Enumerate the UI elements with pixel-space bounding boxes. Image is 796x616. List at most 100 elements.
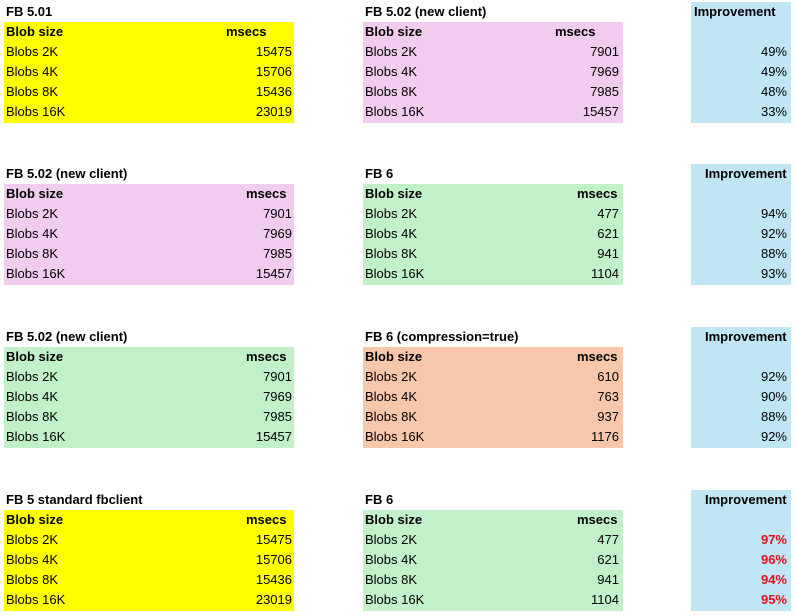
row-label: Blobs 16K bbox=[365, 266, 425, 281]
row-value: 7969 bbox=[263, 389, 292, 404]
right-table-title: FB 6 (compression=true) bbox=[365, 329, 519, 344]
row-label: Blobs 8K bbox=[365, 246, 418, 261]
row-value: 15475 bbox=[255, 44, 292, 59]
improvement-value: 90% bbox=[760, 389, 787, 404]
row-label: Blobs 2K bbox=[365, 532, 418, 547]
row-label: Blobs 2K bbox=[6, 369, 59, 384]
improvement-value: 48% bbox=[760, 84, 787, 99]
improvement-value: 92% bbox=[760, 429, 787, 444]
row-value: 941 bbox=[597, 246, 619, 261]
header-blob-size: Blob size bbox=[365, 512, 423, 527]
row-value: 763 bbox=[597, 389, 619, 404]
row-label: Blobs 4K bbox=[6, 64, 59, 79]
improvement-title: Improvement bbox=[705, 166, 787, 181]
improvement-title: Improvement bbox=[694, 4, 776, 19]
row-label: Blobs 8K bbox=[365, 84, 418, 99]
row-value: 1104 bbox=[591, 266, 619, 281]
row-label: Blobs 8K bbox=[6, 572, 59, 587]
row-value: 7901 bbox=[590, 44, 619, 59]
row-value: 1104 bbox=[591, 592, 619, 607]
row-label: Blobs 2K bbox=[365, 206, 418, 221]
header-msecs: msecs bbox=[246, 186, 287, 201]
improvement-fill bbox=[691, 164, 791, 285]
header-blob-size: Blob size bbox=[365, 186, 423, 201]
right-table-fill bbox=[363, 184, 623, 285]
row-value: 15436 bbox=[255, 84, 292, 99]
row-label: Blobs 2K bbox=[365, 44, 418, 59]
left-table-fill bbox=[4, 347, 294, 448]
right-table-fill bbox=[363, 347, 623, 448]
improvement-fill bbox=[691, 490, 791, 611]
row-value: 23019 bbox=[255, 104, 292, 119]
left-table-title: FB 5.02 (new client) bbox=[6, 166, 128, 181]
left-table-fill bbox=[4, 184, 294, 285]
row-label: Blobs 16K bbox=[6, 429, 66, 444]
row-value: 15436 bbox=[255, 572, 292, 587]
row-value: 941 bbox=[597, 572, 619, 587]
improvement-value: 49% bbox=[760, 64, 787, 79]
row-label: Blobs 8K bbox=[6, 409, 59, 424]
row-label: Blobs 16K bbox=[6, 592, 66, 607]
row-value: 15457 bbox=[255, 266, 292, 281]
header-blob-size: Blob size bbox=[6, 186, 64, 201]
improvement-value: 93% bbox=[760, 266, 787, 281]
row-label: Blobs 4K bbox=[365, 552, 418, 567]
row-label: Blobs 4K bbox=[6, 226, 59, 241]
improvement-title: Improvement bbox=[705, 492, 787, 507]
row-value: 7901 bbox=[263, 369, 292, 384]
row-value: 15475 bbox=[255, 532, 292, 547]
row-label: Blobs 16K bbox=[365, 592, 425, 607]
improvement-value: 92% bbox=[760, 369, 787, 384]
right-table-title: FB 6 bbox=[365, 166, 394, 181]
header-blob-size: Blob size bbox=[6, 512, 64, 527]
row-value: 15457 bbox=[582, 104, 619, 119]
improvement-value: 94% bbox=[760, 206, 787, 221]
right-table-title: FB 6 bbox=[365, 492, 394, 507]
row-value: 621 bbox=[597, 552, 619, 567]
row-value: 621 bbox=[597, 226, 619, 241]
right-table-title: FB 5.02 (new client) bbox=[365, 4, 487, 19]
left-table-fill bbox=[4, 510, 294, 611]
left-table-title: FB 5 standard fbclient bbox=[6, 492, 143, 507]
right-table-fill bbox=[363, 22, 623, 123]
row-value: 7901 bbox=[263, 206, 292, 221]
row-label: Blobs 16K bbox=[365, 429, 425, 444]
row-value: 477 bbox=[597, 206, 619, 221]
improvement-value: 49% bbox=[760, 44, 787, 59]
row-value: 15706 bbox=[255, 552, 292, 567]
row-label: Blobs 4K bbox=[6, 552, 59, 567]
row-value: 937 bbox=[597, 409, 619, 424]
improvement-value-highlighted: 97% bbox=[760, 532, 787, 547]
header-msecs: msecs bbox=[246, 512, 287, 527]
header-blob-size: Blob size bbox=[6, 24, 64, 39]
row-value: 610 bbox=[597, 369, 619, 384]
row-label: Blobs 16K bbox=[6, 266, 66, 281]
row-label: Blobs 2K bbox=[6, 206, 59, 221]
row-label: Blobs 4K bbox=[6, 389, 59, 404]
row-label: Blobs 16K bbox=[6, 104, 66, 119]
row-label: Blobs 4K bbox=[365, 226, 418, 241]
header-msecs: msecs bbox=[555, 24, 596, 39]
header-msecs: msecs bbox=[577, 512, 618, 527]
left-table-fill bbox=[4, 22, 294, 123]
improvement-fill bbox=[691, 327, 791, 448]
row-label: Blobs 2K bbox=[6, 44, 59, 59]
row-label: Blobs 8K bbox=[6, 246, 59, 261]
header-blob-size: Blob size bbox=[365, 349, 423, 364]
improvement-title: Improvement bbox=[705, 329, 787, 344]
row-value: 7985 bbox=[263, 246, 292, 261]
row-label: Blobs 2K bbox=[365, 369, 418, 384]
row-label: Blobs 4K bbox=[365, 389, 418, 404]
improvement-value-highlighted: 94% bbox=[760, 572, 787, 587]
header-blob-size: Blob size bbox=[6, 349, 64, 364]
row-value: 1176 bbox=[591, 429, 619, 444]
row-label: Blobs 2K bbox=[6, 532, 59, 547]
row-value: 7985 bbox=[263, 409, 292, 424]
header-blob-size: Blob size bbox=[365, 24, 423, 39]
row-label: Blobs 8K bbox=[365, 572, 418, 587]
improvement-value: 88% bbox=[760, 246, 787, 261]
improvement-value-highlighted: 95% bbox=[760, 592, 787, 607]
row-label: Blobs 8K bbox=[6, 84, 59, 99]
improvement-value-highlighted: 96% bbox=[760, 552, 787, 567]
row-value: 23019 bbox=[255, 592, 292, 607]
